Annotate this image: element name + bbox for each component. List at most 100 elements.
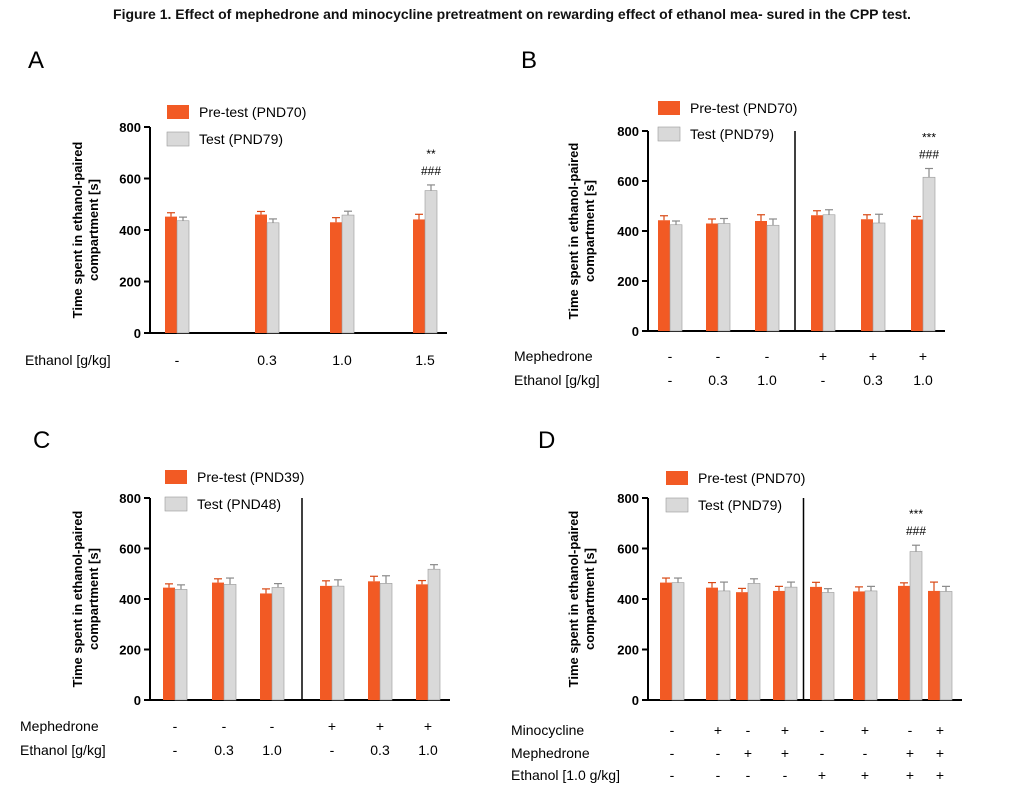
panel-b-ytick-label: 800	[617, 124, 639, 139]
panel-b-significance-1: ###	[919, 148, 939, 162]
panel-a-ytick-label: 800	[119, 120, 141, 135]
panel-c-row-1-value-5: 1.0	[418, 742, 438, 758]
panel-c-row-0-value-3: +	[328, 718, 336, 734]
panel-d-legend-swatch-1	[665, 497, 689, 513]
panel-a-ylabel-line2: compartment [s]	[86, 179, 101, 281]
panel-c-bar-pretest-0	[163, 587, 175, 700]
panel-d-bar-pretest-0	[660, 582, 672, 700]
panel-c-legend-swatch-0	[165, 470, 187, 484]
panel-d-bar-test-3	[784, 586, 798, 701]
panel-a-bar-pretest-0	[165, 216, 177, 333]
panel-a-legend-swatch-1	[166, 131, 190, 147]
panel-c-row-0-value-1: -	[222, 718, 227, 734]
panel-d-row-0-value-5: +	[861, 722, 869, 738]
panel-d-row-2-value-5: +	[861, 767, 869, 783]
panel-d-ytick-label: 600	[617, 542, 639, 557]
panel-a-row-label-0: Ethanol [g/kg]	[25, 352, 111, 368]
panel-d-ylabel-line1: Time spent in ethanol-paired	[566, 511, 581, 688]
panel-d-ytick-label: 800	[617, 491, 639, 506]
panel-b-bar-pretest-2	[755, 221, 767, 331]
panel-c-bar-test-3	[331, 585, 345, 701]
panel-b-ylabel-line2: compartment [s]	[582, 180, 597, 282]
panel-b-bar-test-5	[922, 176, 936, 332]
panel-c-row-1-value-1: 0.3	[214, 742, 234, 758]
panel-d-row-2-value-7: +	[936, 767, 944, 783]
panel-a-legend-swatch-0	[167, 105, 189, 119]
panel-b-legend-swatch-1	[657, 126, 681, 142]
panel-b-ytick-label: 0	[632, 324, 639, 339]
panel-b-legend-swatch-0	[658, 101, 680, 115]
panel-a-bar-test-1	[266, 222, 280, 334]
panel-c-ytick-label: 0	[134, 693, 141, 708]
panel-a-bar-pretest-3	[413, 219, 425, 333]
panel-d-bar-test-5	[864, 590, 878, 701]
panel-b-bar-test-3	[822, 214, 836, 332]
panel-d-row-label-0: Minocycline	[511, 722, 584, 738]
panel-a-ytick-label: 600	[119, 172, 141, 187]
panel-d-significance-0: ***	[909, 507, 923, 521]
panel-d-bar-test-0	[671, 582, 685, 701]
panel-d-bar-pretest-7	[928, 590, 940, 700]
panel-d-bar-pretest-1	[706, 587, 718, 700]
panel-b-row-1-value-3: -	[821, 372, 826, 388]
panel-b-row-label-1: Ethanol [g/kg]	[514, 372, 600, 388]
panel-a-bar-pretest-1	[255, 214, 267, 333]
panel-a-legend-label-1: Test (PND79)	[199, 131, 283, 147]
panel-d-ytick-label: 400	[617, 592, 639, 607]
panel-d-row-1-value-4: -	[820, 745, 825, 761]
panel-c-bar-pretest-2	[260, 593, 272, 700]
panel-d-bar-test-2	[747, 583, 761, 701]
panel-d-bar-pretest-4	[810, 586, 822, 700]
panel-a-legend-label-0: Pre-test (PND70)	[199, 104, 306, 120]
panel-a-ylabel-line1: Time spent in ethanol-paired	[70, 142, 85, 319]
panel-d-ylabel-line2: compartment [s]	[582, 548, 597, 650]
panel-b-ytick-label: 600	[617, 174, 639, 189]
panel-d-row-2-value-6: +	[906, 767, 914, 783]
panel-b-bar-test-0	[669, 224, 683, 332]
panel-b-ytick-label: 400	[617, 224, 639, 239]
panel-d-legend-label-1: Test (PND79)	[698, 497, 782, 513]
panel-c-row-0-value-2: -	[270, 718, 275, 734]
panel-d-row-0-value-3: +	[781, 722, 789, 738]
panel-a-bar-test-2	[341, 214, 355, 334]
panel-d-row-1-value-2: +	[744, 745, 752, 761]
panel-d-row-1-value-0: -	[670, 745, 675, 761]
panel-d-legend-label-0: Pre-test (PND70)	[698, 470, 805, 486]
panel-b-bar-pretest-3	[811, 215, 823, 331]
panel-d-row-label-2: Ethanol [1.0 g/kg]	[511, 767, 620, 783]
panel-b-bar-pretest-0	[658, 220, 670, 331]
panel-b-row-1-value-2: 1.0	[757, 372, 777, 388]
panel-b-row-label-0: Mephedrone	[514, 348, 593, 364]
panel-b-row-0-value-5: +	[919, 348, 927, 364]
panel-c-row-0-value-5: +	[424, 718, 432, 734]
panel-b-ytick-label: 200	[617, 274, 639, 289]
panel-b-row-0-value-3: +	[819, 348, 827, 364]
panel-b-row-0-value-2: -	[765, 348, 770, 364]
panel-c-ytick-label: 600	[119, 542, 141, 557]
panel-b-row-0-value-0: -	[668, 348, 673, 364]
panel-d-row-0-value-1: +	[714, 722, 722, 738]
panel-a-significance-1: ###	[421, 164, 441, 178]
panel-d-row-0-value-2: -	[746, 722, 751, 738]
panel-d-legend-swatch-0	[666, 471, 688, 485]
panel-c-bar-test-2	[271, 587, 285, 701]
panel-d-row-1-value-5: -	[863, 745, 868, 761]
panel-c-bar-test-1	[223, 584, 237, 701]
panel-c-bar-pretest-1	[212, 582, 224, 700]
panel-c-bar-pretest-5	[416, 584, 428, 700]
panel-a-ytick-label: 0	[134, 326, 141, 341]
panel-c-bar-test-5	[427, 568, 441, 701]
panel-c-row-1-value-2: 1.0	[262, 742, 282, 758]
panel-c-row-1-value-4: 0.3	[370, 742, 390, 758]
panel-b-significance-0: ***	[922, 131, 936, 145]
panel-c-bar-pretest-4	[368, 581, 380, 700]
panel-d-row-2-value-3: -	[783, 767, 788, 783]
panel-a-row-0-value-0: -	[175, 352, 180, 368]
panel-b-bar-test-1	[717, 223, 731, 332]
panel-c-ytick-label: 800	[119, 491, 141, 506]
panel-a-bar-test-0	[176, 220, 190, 334]
panel-a-bar-test-3	[424, 190, 438, 334]
panel-d-row-0-value-0: -	[670, 722, 675, 738]
panel-c-row-label-0: Mephedrone	[20, 718, 99, 734]
panel-d-row-2-value-0: -	[670, 767, 675, 783]
